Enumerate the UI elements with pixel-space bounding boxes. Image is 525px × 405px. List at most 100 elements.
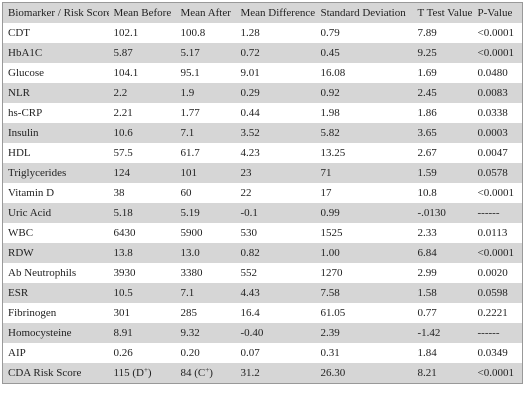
table-cell: 13.0 [175,243,236,263]
table-cell: HDL [8,147,31,159]
table-row: hs-CRP 2.21 1.77 0.44 1.98 1.86 0.0338 [3,103,523,123]
header-cell: Mean After [175,2,236,23]
data-table: Biomarker / Risk Score Mean Before Mean Af… [2,2,523,384]
table-cell: 0.31 [320,347,340,359]
table-cell: 1.58 [412,283,473,303]
table-cell: ------ [472,203,523,223]
table-row: ESR 10.5 7.1 4.43 7.58 1.58 0.0598 [2,283,523,303]
table-cell: ESR [2,283,109,303]
table-cell: 9.01 [240,67,260,79]
table-row: HbA1C 5.87 5.17 0.72 0.45 9.25 <0.0001 [2,43,523,63]
table-cell: 7.1 [175,123,236,143]
table-cell: 2.21 [113,107,133,119]
table-row: HDL 57.5 61.7 4.23 13.25 2.67 0.0047 [3,143,523,163]
table-cell: Insulin [2,123,109,143]
table-cell: 1.98 [320,107,340,119]
table-cell: 5.87 [108,43,176,63]
table-cell: 3930 [113,267,136,279]
table-cell: 5.18 [108,203,176,223]
table-cell: 2.45 [412,83,473,103]
table-cell: 8.21 [412,363,473,384]
table-cell: 16.4 [240,307,260,319]
table-cell: 10.5 [108,283,176,303]
table-cell: 2.33 [417,227,437,239]
table-cell: 5.19 [175,203,236,223]
header-cell: Mean Difference [235,2,316,23]
table-cell: 0.44 [240,107,260,119]
cell-superscript: + [143,366,148,374]
table-cell: 0.92 [315,83,413,103]
table-cell: 1.86 [417,107,437,119]
table-cell: 285 [180,307,198,319]
table-cell: Uric Acid [2,203,109,223]
table-cell: 0.0349 [477,347,508,359]
table-cell: 16.08 [320,67,346,79]
table-cell: 5.82 [315,123,413,143]
table-cell: Ab Neutrophils [8,267,77,279]
table-cell: 5900 [180,227,203,239]
table-cell: 101 [175,163,236,183]
cell-text: 84 (C [180,367,206,379]
table-cell: -0.1 [235,203,316,223]
table-cell: 0.79 [320,27,340,39]
table-cell: 100.8 [180,27,206,39]
table-cell: 7.89 [417,27,437,39]
table-cell: 1.9 [175,83,236,103]
table-row: CDA Risk Score 115 (D+) 84 (C+) 31.2 26.30 8.… [2,363,523,384]
cell-superscript: + [205,366,210,374]
table-row: Triglycerides 124 101 23 71 1.59 0.0578 [2,163,523,183]
table-cell: AIP [8,347,26,359]
table-cell: 71 [315,163,413,183]
cell-text: ) [147,367,152,379]
table-cell: <0.0001 [472,243,523,263]
table-cell: 124 [108,163,176,183]
table-cell: <0.0001 [472,363,523,384]
table-cell: 61.05 [320,307,346,319]
cell-text: 115 (D [113,367,144,379]
table-cell: Fibrinogen [8,307,57,319]
table-row: Vitamin D 38 60 22 17 10.8 <0.0001 [3,183,523,203]
header-cell: Biomarker / Risk Score [2,2,109,23]
table-cell: WBC [8,227,34,239]
table-cell: -1.42 [412,323,473,343]
table-cell: 0.0113 [477,227,508,239]
header-cell: P-Value [472,2,523,23]
table-cell: -0.40 [235,323,316,343]
header-cell: Mean Before [108,2,176,23]
header-cell: T Test Value [412,2,473,23]
table-cell: 0.77 [417,307,437,319]
table-cell: 1.00 [315,243,413,263]
cell-text: ) [209,367,213,379]
table-cell: 31.2 [235,363,316,384]
table-cell: 38 [113,187,125,199]
table-cell: 2.39 [315,323,413,343]
table-row: WBC 6430 5900 530 1525 2.33 0.0113 [3,223,523,243]
table-cell: Homocysteine [2,323,109,343]
table-cell: 61.7 [180,147,200,159]
table-cell: 26.30 [315,363,413,384]
table-cell: 0.0047 [477,147,508,159]
table-cell: Triglycerides [2,163,109,183]
table-cell: 0.2221 [477,307,508,319]
table-cell: 13.25 [320,147,346,159]
table-cell: 0.82 [235,243,316,263]
table-cell: 23 [235,163,316,183]
table-cell: 3.65 [412,123,473,143]
table-cell: 2.99 [417,267,437,279]
table-cell: 6.84 [412,243,473,263]
table-cell: 1.28 [240,27,260,39]
table-cell: 0.0003 [472,123,523,143]
table-cell: 4.43 [235,283,316,303]
table-cell: 7.58 [315,283,413,303]
table-row: RDW 13.8 13.0 0.82 1.00 6.84 <0.0001 [2,243,523,263]
table-body: Biomarker / Risk Score Mean Before Mean Af… [2,2,523,384]
table-cell: <0.0001 [477,27,514,39]
table-cell: 95.1 [180,67,200,79]
table-row: AIP 0.26 0.20 0.07 0.31 1.84 0.0349 [3,343,523,363]
table-cell: Glucose [8,67,45,79]
table-cell: Vitamin D [8,187,55,199]
table-cell: ------ [472,323,523,343]
table-cell: 3.52 [235,123,316,143]
header-row: Biomarker / Risk Score Mean Before Mean Af… [2,2,523,23]
